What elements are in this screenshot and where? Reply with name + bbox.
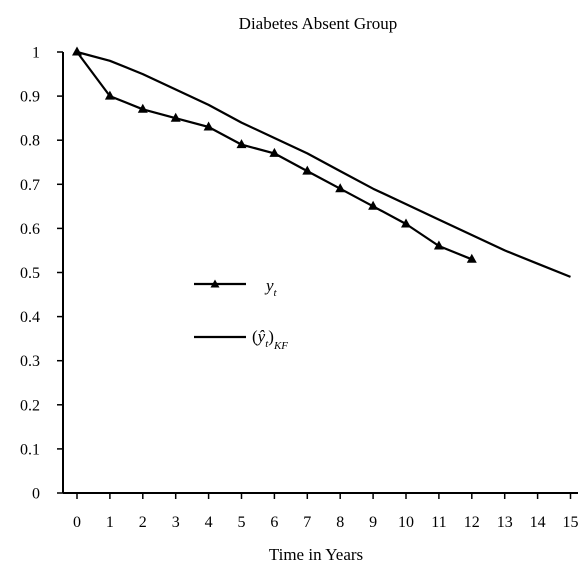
chart-title: Diabetes Absent Group (239, 14, 398, 33)
y-tick-label: 0.3 (20, 353, 40, 370)
data-point-marker (236, 139, 247, 149)
data-point-marker (269, 147, 280, 157)
x-tick-label: 9 (369, 514, 377, 531)
x-tick-label: 1 (106, 514, 114, 531)
x-tick-label: 3 (172, 514, 180, 531)
series-line-1 (76, 50, 571, 278)
data-point-marker (302, 165, 313, 175)
data-point-marker (335, 183, 346, 193)
data-point-marker (401, 218, 411, 228)
x-tick-label: 11 (431, 514, 446, 531)
x-axis-label: Time in Years (269, 545, 363, 564)
y-tick-label: 0.2 (20, 397, 40, 414)
data-point-marker (433, 240, 444, 250)
legend-label-yt: yt (264, 276, 278, 299)
x-axis-ticks: 0 1 2 3 4 5 6 7 8 9 10 11 12 13 14 15 (73, 493, 579, 531)
y-tick-label: 0.5 (20, 265, 40, 282)
x-tick-label: 0 (73, 514, 81, 531)
x-tick-label: 14 (530, 514, 546, 531)
y-tick-label: 0.9 (20, 89, 40, 106)
x-tick-label: 12 (464, 514, 480, 531)
data-point-marker (104, 90, 115, 100)
x-tick-label: 5 (238, 514, 246, 531)
series-layer (72, 46, 571, 278)
axes (62, 52, 578, 494)
data-point-marker (368, 200, 379, 210)
x-tick-label: 8 (336, 514, 344, 531)
legend: yt (ŷt)KF (194, 276, 288, 352)
y-tick-label: 0.6 (20, 221, 40, 238)
x-tick-label: 2 (139, 514, 147, 531)
data-point-marker (466, 253, 477, 263)
y-axis-ticks: 0 0.1 0.2 0.3 0.4 0.5 0.6 0.7 0.8 0.9 1 (20, 45, 63, 503)
x-tick-label: 4 (205, 514, 213, 531)
x-tick-label: 13 (497, 514, 513, 531)
y-tick-label: 0.7 (20, 177, 40, 194)
data-point-marker (72, 46, 82, 56)
y-tick-label: 0.1 (20, 441, 40, 458)
x-tick-label: 10 (398, 514, 414, 531)
legend-marker-yt (210, 279, 220, 288)
x-tick-label: 15 (563, 514, 579, 531)
y-tick-label: 1 (32, 45, 40, 62)
data-point-marker (170, 112, 181, 122)
data-point-marker (203, 121, 214, 131)
y-tick-label: 0.8 (20, 133, 40, 150)
legend-label-kf: (ŷt)KF (252, 327, 288, 352)
data-point-marker (137, 103, 148, 113)
x-tick-label: 6 (270, 514, 278, 531)
y-tick-label: 0 (32, 486, 40, 503)
x-tick-label: 7 (303, 514, 311, 531)
y-tick-label: 0.4 (20, 309, 40, 326)
